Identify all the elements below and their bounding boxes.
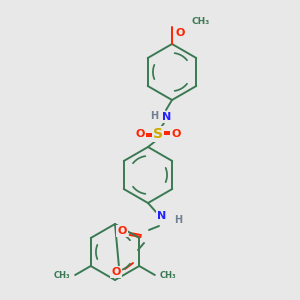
Text: O: O xyxy=(175,28,185,38)
Text: CH₃: CH₃ xyxy=(160,271,176,280)
Text: O: O xyxy=(135,129,145,139)
Text: S: S xyxy=(153,127,163,141)
Text: H: H xyxy=(150,111,158,121)
Text: O: O xyxy=(171,129,181,139)
Text: CH₃: CH₃ xyxy=(192,17,210,26)
Text: O: O xyxy=(111,267,121,277)
Text: O: O xyxy=(117,226,127,236)
Text: CH₃: CH₃ xyxy=(53,271,70,280)
Text: N: N xyxy=(158,211,166,221)
Text: H: H xyxy=(174,215,182,225)
Text: N: N xyxy=(162,112,172,122)
